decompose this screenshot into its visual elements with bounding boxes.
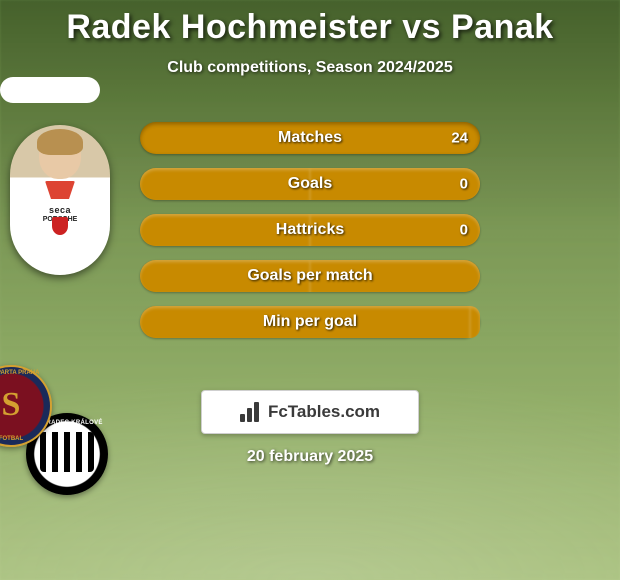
stat-value-right: 0	[460, 176, 468, 193]
stat-label: Hattricks	[276, 221, 344, 239]
player-photo-right	[0, 77, 100, 103]
jersey-sponsor-top: seca	[49, 205, 71, 215]
stat-label: Goals per match	[247, 267, 372, 285]
stat-bar-row: Min per goal	[140, 306, 480, 338]
stat-value-right: 24	[451, 130, 468, 147]
fctables-badge: FcTables.com	[201, 390, 419, 434]
club-right-text-top: AC SPARTA PRAHA	[0, 370, 39, 376]
stat-label: Goals	[288, 175, 332, 193]
club-left-text-bottom: 1905	[58, 477, 76, 486]
club-right-text-bottom: FOTBAL	[0, 436, 23, 442]
player-photo-left: seca PORSCHE	[10, 125, 110, 275]
stat-bar-row: Hattricks 0	[140, 214, 480, 246]
stat-label: Min per goal	[263, 313, 357, 331]
date-text: 20 february 2025	[247, 448, 373, 466]
player-jersey-left: seca PORSCHE	[10, 125, 110, 275]
page-subtitle: Club competitions, Season 2024/2025	[0, 59, 620, 77]
stat-value-right: 0	[460, 222, 468, 239]
fctables-label: FcTables.com	[268, 402, 380, 422]
page-title: Radek Hochmeister vs Panak	[0, 0, 620, 47]
stat-label: Matches	[278, 129, 342, 147]
bar-chart-icon	[240, 402, 262, 422]
stat-bar-row: Goals 0	[140, 168, 480, 200]
stat-bar-row: Matches 24	[140, 122, 480, 154]
stats-area: Matches 24 Goals 0 Hattricks 0 Goals per match…	[140, 122, 480, 352]
infographic-root: Radek Hochmeister vs Panak Club competit…	[0, 0, 620, 580]
stat-bar-row: Goals per match	[140, 260, 480, 292]
